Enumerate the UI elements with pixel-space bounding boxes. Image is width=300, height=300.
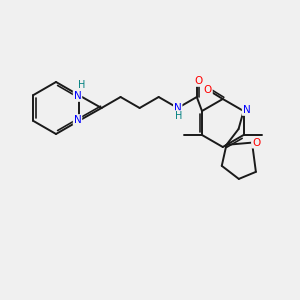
Text: N: N [243,105,250,115]
Text: H: H [175,111,182,121]
Text: O: O [195,76,203,86]
Text: N: N [174,103,182,113]
Text: H: H [78,80,85,90]
Text: O: O [252,138,260,148]
Text: N: N [74,115,81,125]
Text: N: N [74,91,81,101]
Text: O: O [204,85,212,95]
